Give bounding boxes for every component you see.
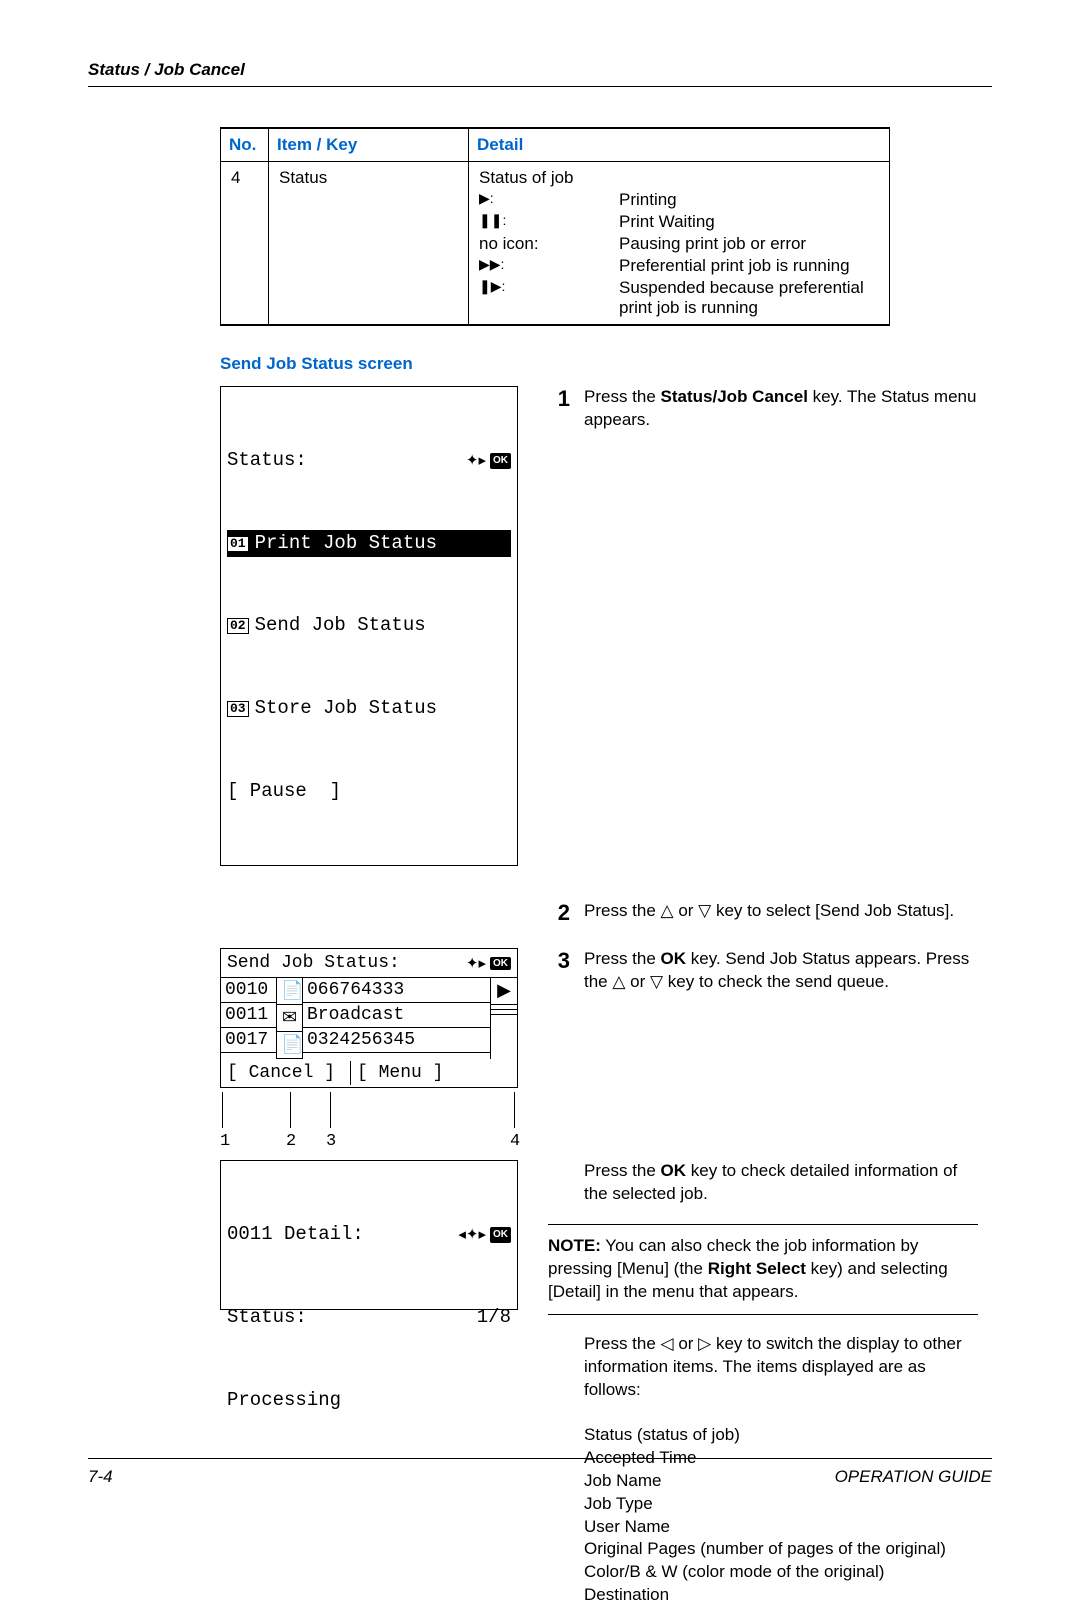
lcd-page-count: 1/8 xyxy=(477,1304,511,1332)
job-name: 0324256345 xyxy=(303,1028,490,1053)
lcd-item-label: Store Job Status xyxy=(255,695,437,723)
step-number: 3 xyxy=(548,948,570,994)
status-icon-preferential: ▶▶: xyxy=(479,256,619,276)
note-label: NOTE: xyxy=(548,1236,601,1255)
lcd-softkey-cancel: [ Cancel ] xyxy=(221,1061,351,1085)
lcd-detail: 0011 Detail: ◂✦▸OK Status: 1/8 Processin… xyxy=(220,1160,518,1310)
lcd-detail-field: Status: xyxy=(227,1304,307,1332)
job-status-icon: ▶ xyxy=(491,978,517,1005)
job-status-col: ▶ xyxy=(491,978,517,1059)
page-header-title: Status / Job Cancel xyxy=(88,60,992,80)
cell-detail: Status of job ▶:Printing ❚❚:Print Waitin… xyxy=(469,162,890,326)
job-id-col: 0010 0011 0017 xyxy=(221,978,277,1059)
guide-label: OPERATION GUIDE xyxy=(835,1467,992,1487)
lcd-item-label: Print Job Status xyxy=(255,530,437,558)
lcd-menu-item: 01 Print Job Status xyxy=(227,530,511,558)
ok-indicator-icon: ◂✦▸OK xyxy=(458,1224,511,1246)
th-no: No. xyxy=(221,128,269,162)
status-table: No. Item / Key Detail 4 Status Status of… xyxy=(220,127,890,326)
info-item: Status (status of job) xyxy=(584,1424,978,1447)
cell-item: Status xyxy=(269,162,469,326)
lcd-num: 02 xyxy=(227,618,249,634)
lcd-title: Status: xyxy=(227,447,307,475)
section-heading: Send Job Status screen xyxy=(220,354,978,374)
detail-title: Status of job xyxy=(479,168,879,188)
job-id: 0011 xyxy=(221,1003,276,1028)
ruler-num: 1 xyxy=(220,1132,230,1151)
status-text: Printing xyxy=(619,190,879,210)
lcd-detail-title: 0011 Detail: xyxy=(227,1221,364,1249)
info-item: Original Pages (number of pages of the o… xyxy=(584,1538,978,1561)
step-text: Press the Status/Job Cancel key. The Sta… xyxy=(584,386,978,432)
note-box: NOTE: You can also check the job informa… xyxy=(548,1224,978,1315)
th-detail: Detail xyxy=(469,128,890,162)
lcd-footer: [ Pause ] xyxy=(227,778,511,806)
info-item: Color/B & W (color mode of the original) xyxy=(584,1561,978,1584)
info-item: User Name xyxy=(584,1516,978,1539)
step-text: Press the OK key to check detailed infor… xyxy=(584,1160,978,1206)
status-text: Pausing print job or error xyxy=(619,234,879,254)
job-status-icon xyxy=(491,1010,517,1015)
status-icon-none: no icon: xyxy=(479,234,619,254)
page-footer: 7-4 OPERATION GUIDE xyxy=(88,1458,992,1487)
th-item: Item / Key xyxy=(269,128,469,162)
job-name: 066764333 xyxy=(303,978,490,1003)
arrow-info-text: Press the ◁ or ▷ key to switch the displ… xyxy=(584,1333,978,1402)
step-text: Press the △ or ▽ key to select [Send Job… xyxy=(584,900,978,926)
lcd-title: Send Job Status: xyxy=(227,953,400,973)
job-name: Broadcast xyxy=(303,1003,490,1028)
cell-no: 4 xyxy=(221,162,269,326)
ruler-num: 2 xyxy=(286,1132,296,1151)
step-number: 1 xyxy=(548,386,570,432)
lcd-num: 03 xyxy=(227,701,249,717)
lcd-softkey-menu: [ Menu ] xyxy=(351,1061,517,1085)
status-text: Suspended because preferential print job… xyxy=(619,278,879,318)
lcd-item-label: Send Job Status xyxy=(255,612,426,640)
status-icon-printing: ▶: xyxy=(479,190,619,210)
info-item: Destination xyxy=(584,1584,978,1607)
info-item: Job Type xyxy=(584,1493,978,1516)
job-id: 0010 xyxy=(221,978,276,1003)
table-row: 4 Status Status of job ▶:Printing ❚❚:Pri… xyxy=(221,162,890,326)
lcd-menu-item: 03 Store Job Status xyxy=(227,695,511,723)
step-text: Press the OK key. Send Job Status appear… xyxy=(584,948,978,994)
status-icon-waiting: ❚❚: xyxy=(479,212,619,232)
job-icon-col: 📄 ✉ 📄 xyxy=(277,978,303,1059)
page-number: 7-4 xyxy=(88,1467,113,1487)
job-type-icon: 📄 xyxy=(277,1032,302,1059)
lcd-detail-value: Processing xyxy=(227,1387,511,1415)
header-rule xyxy=(88,86,992,87)
ok-indicator-icon: ✦▸OK xyxy=(466,953,511,973)
job-type-icon: 📄 xyxy=(277,978,302,1005)
status-text: Print Waiting xyxy=(619,212,879,232)
job-id: 0017 xyxy=(221,1028,276,1053)
footer-rule xyxy=(88,1458,992,1459)
lcd-send-job-status: Send Job Status: ✦▸OK 0010 0011 0017 📄 ✉… xyxy=(220,948,518,1088)
ruler-num: 3 xyxy=(326,1132,336,1151)
ruler-num: 4 xyxy=(510,1132,520,1151)
lcd-num: 01 xyxy=(227,536,249,552)
info-item-list: Status (status of job) Accepted Time Job… xyxy=(584,1424,978,1607)
lcd-menu-item: 02 Send Job Status xyxy=(227,612,511,640)
job-type-icon: ✉ xyxy=(277,1005,302,1032)
job-name-col: 066764333 Broadcast 0324256345 xyxy=(303,978,491,1059)
ok-indicator-icon: ✦▸OK xyxy=(466,450,511,472)
lcd-status-menu: Status: ✦▸OK 01 Print Job Status 02 Send J… xyxy=(220,386,518,866)
status-text: Preferential print job is running xyxy=(619,256,879,276)
status-icon-suspended: ❚▶: xyxy=(479,278,619,318)
column-ruler: 1 2 3 4 xyxy=(220,1092,518,1160)
step-number: 2 xyxy=(548,900,570,926)
